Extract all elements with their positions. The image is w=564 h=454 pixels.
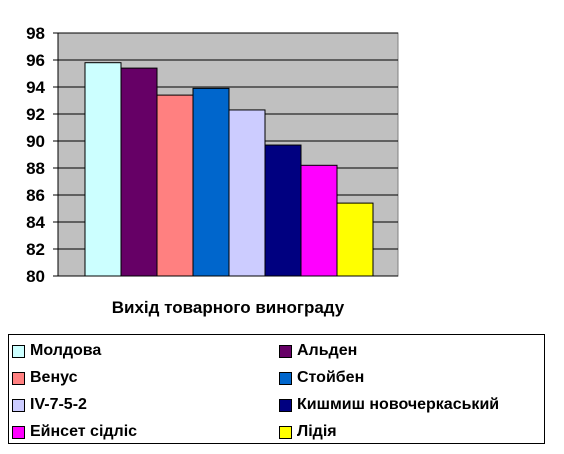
legend-label: Ейнсет сідліс — [30, 423, 138, 440]
y-tick-label: 86 — [26, 186, 45, 205]
bar — [228, 109, 266, 277]
legend-swatch — [279, 371, 292, 385]
legend-label: Альден — [297, 342, 358, 359]
legend-swatch — [12, 371, 25, 385]
legend-swatch — [12, 398, 25, 412]
legend-label: Кишмиш новочеркаський — [297, 396, 500, 413]
legend-label: Стойбен — [297, 369, 365, 386]
y-axis: 80 82 84 86 88 90 92 94 96 98 — [26, 24, 398, 286]
legend-swatch — [12, 425, 25, 439]
bar — [264, 144, 302, 277]
y-tick-label: 88 — [26, 159, 45, 178]
y-tick-label: 98 — [26, 24, 45, 43]
x-axis-label: Вихід товарного винограду — [112, 298, 345, 317]
y-tick-label: 84 — [26, 213, 45, 232]
legend-item: Лідія — [279, 422, 337, 442]
bar — [84, 62, 122, 277]
legend-item: Ейнсет сідліс — [12, 422, 137, 442]
legend-item: Кишмиш новочеркаський — [279, 395, 499, 415]
y-tick-label: 92 — [26, 105, 45, 124]
y-tick-label: 94 — [26, 78, 45, 97]
chart: 80 82 84 86 88 90 92 94 96 98 Вихід товарного вин… — [26, 24, 399, 317]
legend-swatch — [279, 398, 292, 412]
y-tick-label: 80 — [26, 267, 45, 286]
y-tick-label: 96 — [26, 51, 45, 70]
legend-swatch — [279, 344, 292, 358]
legend-label: IV-7-5-2 — [30, 396, 87, 413]
bar — [192, 87, 230, 277]
legend-item: Стойбен — [279, 368, 364, 388]
legend-item: Молдова — [12, 341, 101, 361]
legend-swatch — [279, 425, 292, 439]
bar — [336, 202, 374, 277]
bar — [300, 164, 338, 277]
legend-item: IV-7-5-2 — [12, 395, 87, 415]
y-tick-label: 90 — [26, 132, 45, 151]
legend-label: Лідія — [297, 423, 337, 440]
legend-label: Венус — [30, 369, 78, 386]
legend-label: Молдова — [30, 342, 102, 359]
bar — [120, 67, 158, 277]
bar — [156, 94, 194, 277]
legend: Молдова Альден Венус Стойбен IV-7-5-2 Кишмиш … — [8, 334, 545, 444]
y-tick-label: 82 — [26, 240, 45, 259]
legend-item: Венус — [12, 368, 78, 388]
legend-item: Альден — [279, 341, 357, 361]
legend-swatch — [12, 344, 25, 358]
